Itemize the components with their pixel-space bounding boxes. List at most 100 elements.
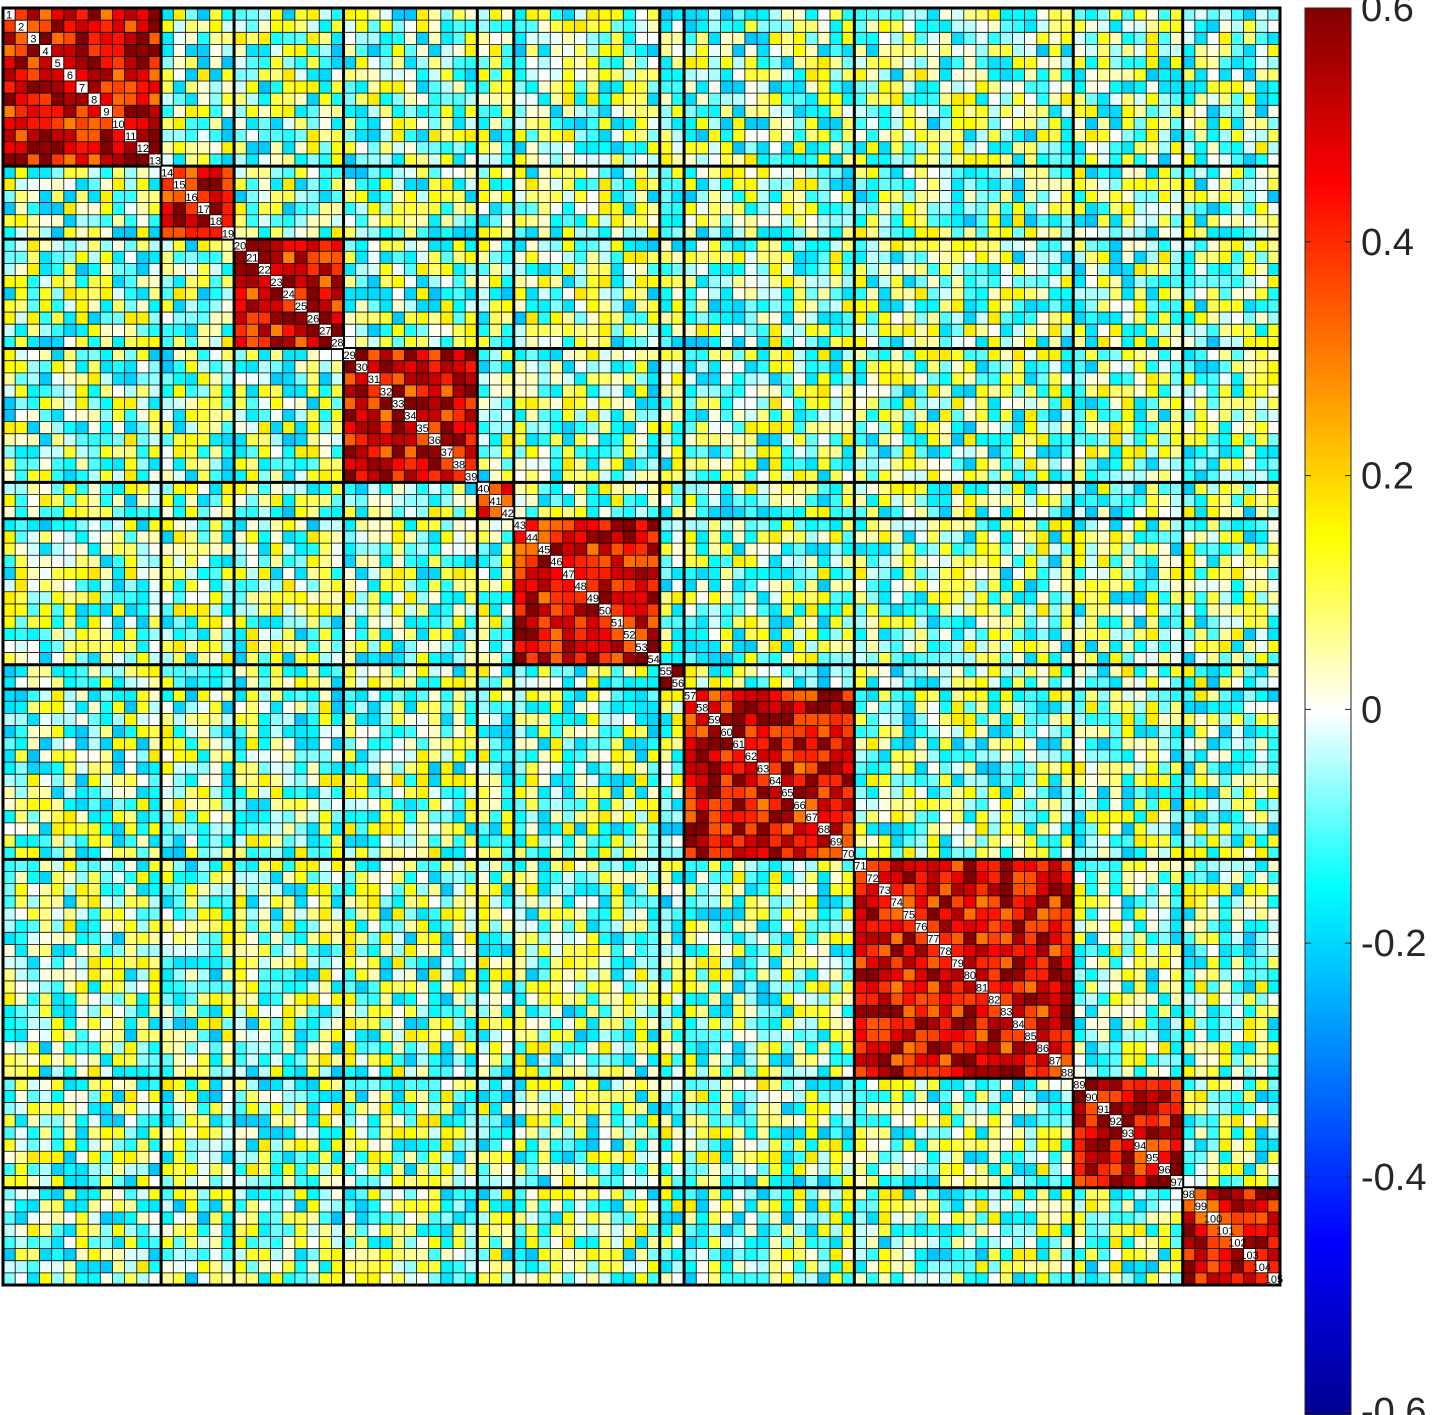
heatmap-cell — [720, 32, 734, 45]
heatmap-cell — [732, 68, 746, 82]
heatmap-cell — [209, 275, 223, 289]
heatmap-cell — [757, 153, 770, 167]
heatmap-cell — [1073, 506, 1086, 520]
heatmap-cell — [27, 190, 40, 203]
heatmap-cell — [452, 190, 466, 203]
heatmap-cell — [830, 287, 843, 301]
heatmap-cell — [1194, 226, 1208, 240]
heatmap-cell — [866, 93, 879, 106]
heatmap-cell — [343, 433, 356, 447]
heatmap-cell — [1170, 56, 1183, 70]
heatmap-cell — [769, 263, 782, 276]
heatmap-cell — [1036, 360, 1050, 374]
heatmap-cell — [1073, 348, 1086, 361]
heatmap-cell — [1243, 299, 1256, 313]
heatmap-cell — [793, 80, 806, 94]
heatmap-cell — [1231, 32, 1244, 45]
heatmap-cell — [392, 530, 405, 544]
heatmap-cell — [830, 397, 843, 410]
heatmap-cell — [465, 190, 478, 203]
heatmap-cell — [440, 530, 454, 544]
heatmap-cell — [611, 579, 624, 593]
heatmap-cell — [574, 543, 588, 556]
heatmap-cell — [148, 275, 162, 289]
heatmap-cell — [209, 518, 223, 532]
heatmap-cell — [1000, 105, 1013, 118]
heatmap-cell — [209, 372, 223, 386]
heatmap-cell — [343, 80, 356, 94]
heatmap-cell — [598, 506, 612, 520]
heatmap-cell — [708, 56, 721, 70]
heatmap-cell — [136, 93, 150, 106]
heatmap-cell — [1012, 312, 1025, 325]
heatmap-cell — [1255, 385, 1269, 398]
heatmap-cell — [39, 433, 52, 447]
heatmap-cell — [501, 385, 515, 398]
heatmap-cell — [234, 251, 247, 264]
heatmap-cell — [185, 360, 198, 374]
heatmap-cell — [148, 360, 162, 374]
heatmap-cell — [951, 299, 965, 313]
heatmap-cell — [902, 239, 916, 252]
heatmap-cell — [161, 32, 174, 45]
heatmap-cell — [343, 482, 356, 495]
heatmap-cell — [598, 445, 612, 459]
heatmap-cell — [1073, 32, 1086, 45]
heatmap-cell — [489, 506, 502, 520]
heatmap-cell — [890, 470, 904, 483]
heatmap-cell — [100, 385, 113, 398]
heatmap-cell — [1121, 275, 1135, 289]
heatmap-cell — [684, 214, 697, 228]
heatmap-cell — [185, 44, 198, 57]
heatmap-cell — [1061, 275, 1074, 289]
heatmap-cell — [1097, 129, 1111, 143]
heatmap-cell — [197, 20, 211, 33]
heatmap-cell — [538, 555, 551, 568]
heatmap-cell — [246, 8, 259, 21]
heatmap-cell — [647, 275, 661, 289]
heatmap-cell — [1134, 190, 1147, 203]
heatmap-cell — [221, 263, 235, 276]
heatmap-cell — [1267, 251, 1281, 264]
heatmap-cell — [392, 433, 405, 447]
heatmap-cell — [404, 543, 417, 556]
heatmap-cell — [854, 555, 867, 568]
heatmap-cell — [1267, 360, 1281, 374]
heatmap-cell — [124, 494, 138, 507]
heatmap-cell — [1231, 129, 1244, 143]
heatmap-cell — [234, 530, 247, 544]
heatmap-cell — [562, 470, 575, 483]
heatmap-cell — [380, 8, 393, 21]
heatmap-cell — [282, 312, 296, 325]
heatmap-cell — [915, 239, 928, 252]
heatmap-cell — [975, 482, 989, 495]
heatmap-cell — [185, 202, 198, 216]
heatmap-cell — [757, 105, 770, 118]
heatmap-cell — [209, 239, 223, 252]
heatmap-cell — [684, 494, 697, 507]
heatmap-cell — [586, 44, 600, 57]
heatmap-cell — [927, 518, 940, 532]
heatmap-cell — [744, 141, 758, 155]
heatmap-cell — [452, 117, 466, 130]
heatmap-cell — [586, 530, 600, 544]
heatmap-cell — [161, 336, 174, 349]
heatmap-cell — [732, 579, 746, 593]
heatmap-cell — [234, 348, 247, 361]
heatmap-cell — [489, 263, 502, 276]
heatmap-cell — [939, 518, 952, 532]
heatmap-cell — [355, 494, 369, 507]
heatmap-cell — [294, 385, 308, 398]
heatmap-cell — [416, 8, 429, 21]
heatmap-cell — [307, 190, 320, 203]
heatmap-cell — [866, 348, 879, 361]
heatmap-cell — [161, 68, 174, 82]
heatmap-cell — [1097, 360, 1111, 374]
heatmap-cell — [1024, 44, 1038, 57]
heatmap-cell — [319, 263, 332, 276]
heatmap-cell — [63, 348, 77, 361]
heatmap-cell — [586, 166, 600, 179]
heatmap-cell — [124, 543, 138, 556]
heatmap-cell — [525, 190, 539, 203]
heatmap-cell — [282, 32, 296, 45]
